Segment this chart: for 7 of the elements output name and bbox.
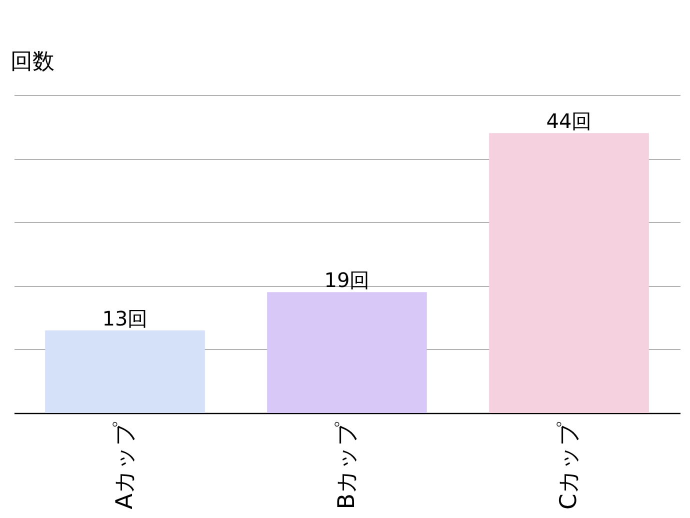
data-label: 44回	[546, 109, 592, 134]
x-tick-label: Cカップ	[556, 422, 582, 510]
x-tick-label: Aカップ	[112, 422, 138, 510]
y-axis-title: 回数	[10, 50, 54, 74]
data-label: 19回	[324, 268, 370, 292]
data-label: 13回	[102, 306, 148, 330]
x-tick-label: Bカップ	[334, 422, 360, 510]
